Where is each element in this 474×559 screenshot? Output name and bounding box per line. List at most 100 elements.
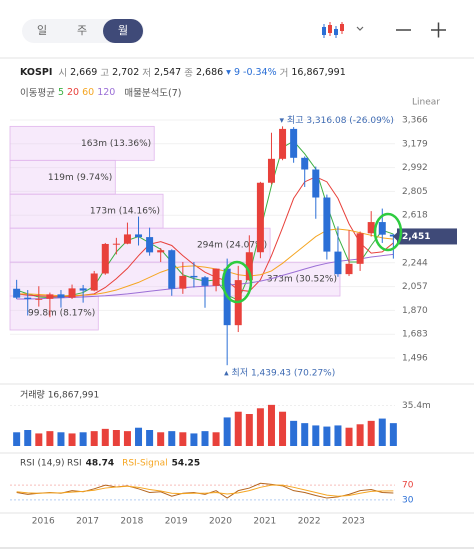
volume-bar — [345, 427, 353, 446]
volume-bar — [245, 414, 253, 446]
ma-legend[interactable]: 120 — [97, 86, 116, 98]
symbol: KOSPI — [20, 66, 53, 78]
ma-legend[interactable]: 20 — [67, 86, 80, 98]
y-tick-label: 1,683 — [402, 330, 428, 340]
volume-bar — [157, 432, 165, 446]
volume-bar — [378, 418, 386, 446]
indicator-line: 이동평균 5 20 60 120 매물분석도(7) — [20, 85, 185, 100]
volume-bar — [201, 431, 209, 446]
volume-bar — [35, 433, 43, 446]
ma-line — [16, 228, 394, 297]
candle-body — [179, 275, 187, 289]
tab[interactable]: 주 — [76, 24, 88, 37]
x-tick-label: 2022 — [298, 517, 321, 527]
volume-bar — [279, 411, 287, 446]
candle-body — [101, 243, 109, 274]
ma-legend[interactable]: 60 — [82, 86, 95, 98]
x-tick-label: 2017 — [76, 517, 99, 527]
profile-label: 294m (24.07%) — [197, 241, 267, 251]
y-tick-label: 2,244 — [402, 258, 428, 268]
candle-body — [190, 275, 198, 278]
x-tick-label: 2020 — [209, 517, 232, 527]
volume-bar — [323, 426, 331, 446]
candle-body — [245, 252, 253, 281]
candle-body — [345, 263, 353, 275]
field-label: 저 — [142, 68, 152, 79]
volume-bar — [356, 424, 364, 446]
candle-body — [57, 294, 65, 298]
candle-body — [356, 233, 364, 264]
extreme-annotation: ▴ 최저 1,439.43 (70.27%) — [224, 368, 335, 379]
price-label: 2,451 — [402, 232, 430, 242]
dropdown-icon[interactable] — [356, 26, 364, 31]
candle-body — [201, 277, 209, 286]
profile-label: 173m (14.16%) — [90, 207, 160, 217]
candle-body — [35, 298, 43, 300]
drawing-circle — [373, 212, 403, 252]
candle-body — [79, 288, 87, 291]
volume-bar — [290, 420, 298, 446]
volume-bar — [146, 430, 154, 446]
x-tick-label: 2023 — [342, 517, 365, 527]
x-tick-label: 2021 — [253, 517, 276, 527]
volume-bar — [389, 423, 397, 446]
y-tick-label: 2,805 — [402, 187, 428, 197]
scale-label[interactable]: Linear — [412, 98, 440, 108]
y-tick-label: 1,870 — [402, 306, 428, 316]
volume-bar — [179, 432, 187, 446]
profile-bar — [9, 159, 116, 195]
tab[interactable]: 일 — [36, 24, 48, 37]
profile-legend[interactable]: 매물분석도(7) — [124, 88, 182, 99]
volume-bar — [68, 433, 76, 446]
volume-bar — [334, 425, 342, 446]
field-label: 종 — [184, 68, 193, 79]
volume-bar — [57, 432, 65, 446]
candle-body — [24, 297, 32, 299]
ma-legend[interactable]: 5 — [57, 86, 65, 98]
y-tick-label: 1,496 — [402, 354, 428, 364]
volume-bar — [267, 404, 275, 446]
rsi-legend-value: 48.74 — [86, 459, 114, 469]
rsi-title: RSI (14,9) — [20, 459, 65, 469]
candle-body — [367, 222, 375, 234]
volume-bar — [101, 428, 109, 446]
candle-body — [290, 128, 298, 158]
field-value: 16,867,991 — [291, 66, 346, 78]
volume-bar — [90, 431, 98, 446]
volume-bar — [234, 411, 242, 446]
profile-bar — [9, 125, 155, 161]
candle-body — [112, 243, 120, 245]
zoom-in-icon[interactable] — [431, 22, 446, 38]
volume-bar — [46, 431, 54, 446]
quote-line: KOSPI 시 2,669 고 2,702 저 2,547 종 2,686 ▾ 9 -0.… — [20, 65, 349, 80]
candle-body — [334, 251, 342, 275]
candle-body — [212, 268, 220, 286]
rsi-legend: RSI — [67, 459, 82, 469]
volume-bar — [79, 432, 87, 446]
indicator-label: 이동평균 — [20, 88, 55, 99]
y-tick-label: 30 — [402, 495, 414, 505]
y-tick-label: 3,366 — [402, 116, 428, 126]
candle-body — [157, 250, 165, 253]
rsi-legend: RSI-Signal — [122, 459, 168, 469]
candle-body — [323, 197, 331, 252]
candle-body — [135, 234, 143, 238]
candle-body — [378, 222, 386, 235]
volume-bar — [223, 417, 231, 446]
candle-body — [68, 288, 76, 298]
profile-label: 373m (30.52%) — [267, 275, 337, 285]
chart-type-icon[interactable] — [322, 22, 344, 38]
change: ▾ 9 — [226, 66, 241, 78]
candle-body — [301, 157, 309, 170]
field-label: 고 — [100, 68, 110, 79]
volume-bar — [13, 432, 21, 446]
y-tick-label: 35.4m — [402, 401, 431, 411]
field-value: 2,669 — [70, 66, 98, 78]
candle-body — [267, 158, 275, 183]
field-value: 2,686 — [195, 66, 224, 78]
volume-bar — [168, 431, 176, 446]
drawing-circle — [221, 260, 253, 304]
x-tick-label: 2016 — [32, 517, 55, 527]
volume-bar — [301, 423, 309, 446]
tab-selected[interactable]: 월 — [103, 19, 143, 43]
